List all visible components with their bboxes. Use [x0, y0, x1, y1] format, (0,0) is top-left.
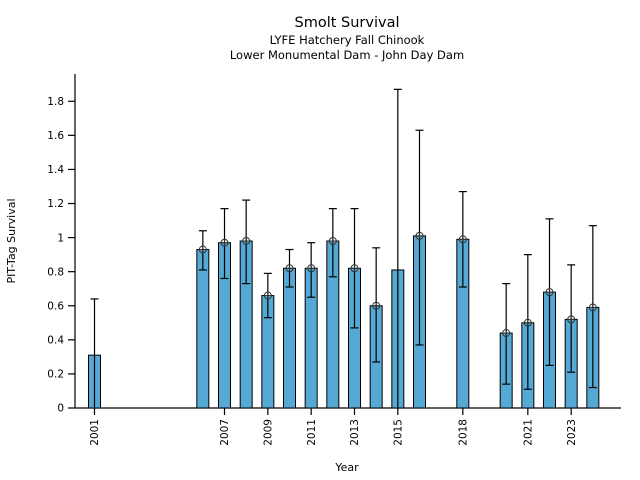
y-tick-label: 1 [57, 232, 64, 244]
bar-2006 [196, 249, 210, 409]
y-axis-label: PIT-Tag Survival [5, 198, 18, 283]
x-tick-label: 2009 [263, 419, 275, 446]
chart-subtitle-reach: Lower Monumental Dam - John Day Dam [230, 48, 464, 62]
y-tick-label: 0 [57, 403, 64, 415]
chart-title: Smolt Survival [295, 15, 400, 31]
x-tick-label: 2007 [219, 419, 231, 446]
plot-area: 0 0.2 0.4 0.6 0.8 1 1.2 1.4 1.6 1.8 2001 2007 2009 20… [47, 74, 621, 446]
x-tick-label: 2011 [306, 419, 318, 446]
x-tick-label: 2023 [566, 419, 578, 446]
x-tick-label: 2021 [523, 419, 535, 446]
chart-subtitle-species: LYFE Hatchery Fall Chinook [270, 33, 425, 47]
x-tick-label: 2018 [458, 419, 470, 446]
y-tick-label: 0.2 [47, 369, 64, 381]
x-tick-label: 2001 [89, 419, 101, 446]
y-tick-label: 0.6 [47, 300, 64, 312]
y-tick-label: 0.4 [47, 335, 64, 347]
y-tick-label: 1.6 [47, 130, 64, 142]
x-tick-label: 2015 [393, 419, 405, 446]
bar-2010 [283, 267, 296, 409]
x-axis-label: Year [334, 461, 359, 474]
y-tick-label: 1.2 [47, 198, 64, 210]
y-tick-label: 1.4 [47, 164, 64, 176]
y-tick-label: 0.8 [47, 266, 64, 278]
x-tick-label: 2013 [349, 419, 361, 446]
y-tick-label: 1.8 [47, 96, 64, 108]
